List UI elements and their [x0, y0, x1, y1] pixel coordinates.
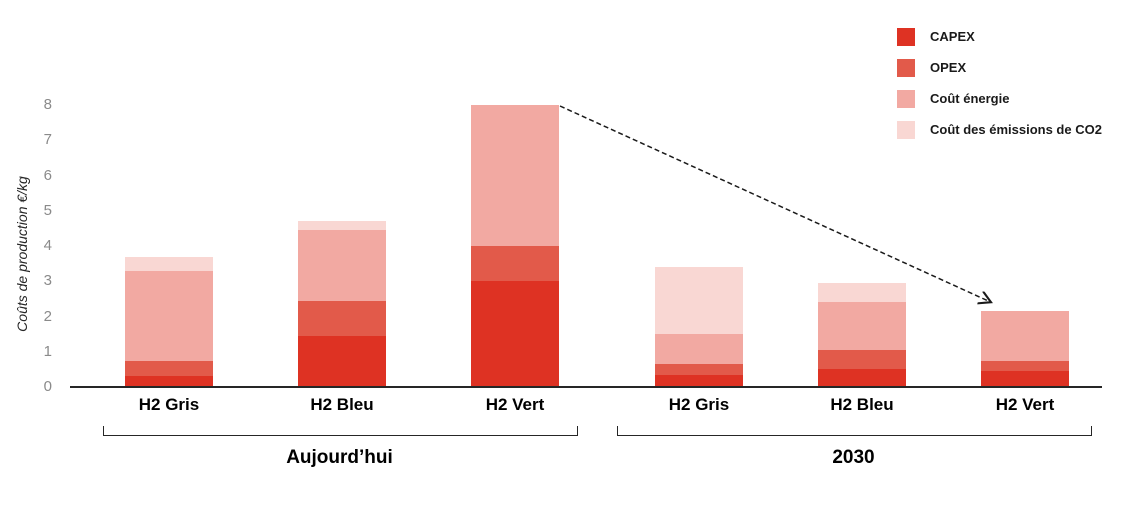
- bar-segment-co-t-des-missions-de-co2: [818, 283, 906, 303]
- bar-segment-capex: [655, 374, 743, 387]
- legend-swatch: [897, 90, 915, 108]
- legend-label: Coût énergie: [930, 91, 1010, 106]
- y-tick-label: 6: [43, 166, 52, 184]
- bar-segment-co-t-nergie: [655, 334, 743, 365]
- bar-segment-co-t-des-missions-de-co2: [655, 267, 743, 335]
- legend-label: CAPEX: [930, 29, 975, 44]
- bar-segment-co-t-des-missions-de-co2: [298, 221, 386, 231]
- bar-segment-opex: [125, 360, 213, 377]
- x-category-label: H2 Vert: [485, 395, 545, 414]
- y-tick-label: 4: [43, 237, 52, 254]
- y-tick-label: 2: [43, 307, 52, 325]
- group-label: 2030: [832, 447, 875, 468]
- bar-segment-capex: [125, 376, 213, 387]
- x-category-label: H2 Gris: [138, 395, 200, 414]
- x-axis-line: [70, 386, 1102, 388]
- bar-segment-opex: [471, 246, 559, 282]
- y-tick-label: 0: [43, 378, 52, 395]
- bar-segment-capex: [471, 281, 559, 387]
- legend-label: OPEX: [930, 60, 967, 75]
- x-category-label: H2 Bleu: [310, 395, 374, 414]
- y-tick-label: 8: [43, 96, 52, 113]
- y-tick-label: 1: [43, 342, 52, 360]
- legend-swatch: [897, 28, 915, 46]
- bar-segment-co-t-nergie: [298, 230, 386, 301]
- legend-swatch: [897, 59, 915, 77]
- bar-segment-opex: [298, 300, 386, 336]
- bar-segment-capex: [298, 335, 386, 387]
- bar-segment-capex: [818, 369, 906, 387]
- bar-segment-capex: [981, 371, 1069, 387]
- y-tick-label: 3: [43, 272, 52, 290]
- x-category-label: H2 Vert: [995, 395, 1055, 414]
- group-bracket: [103, 426, 578, 436]
- group-label: Aujourd’hui: [286, 447, 393, 468]
- bar-segment-co-t-nergie: [981, 311, 1069, 361]
- bar-segment-opex: [981, 360, 1069, 372]
- bar-segment-co-t-nergie: [818, 302, 906, 350]
- legend-label: Coût des émissions de CO2: [930, 122, 1102, 137]
- x-category-label: H2 Bleu: [830, 395, 894, 414]
- x-category-label: H2 Gris: [668, 395, 730, 414]
- legend-swatch: [897, 121, 915, 139]
- y-tick-label: 7: [43, 131, 52, 149]
- bar-segment-co-t-nergie: [125, 270, 213, 361]
- bar-segment-co-t-des-missions-de-co2: [125, 256, 213, 271]
- bar-segment-co-t-nergie: [471, 105, 559, 246]
- bar-segment-opex: [818, 349, 906, 370]
- y-tick-label: 5: [43, 201, 52, 219]
- group-bracket: [617, 426, 1092, 436]
- bar-segment-opex: [655, 364, 743, 375]
